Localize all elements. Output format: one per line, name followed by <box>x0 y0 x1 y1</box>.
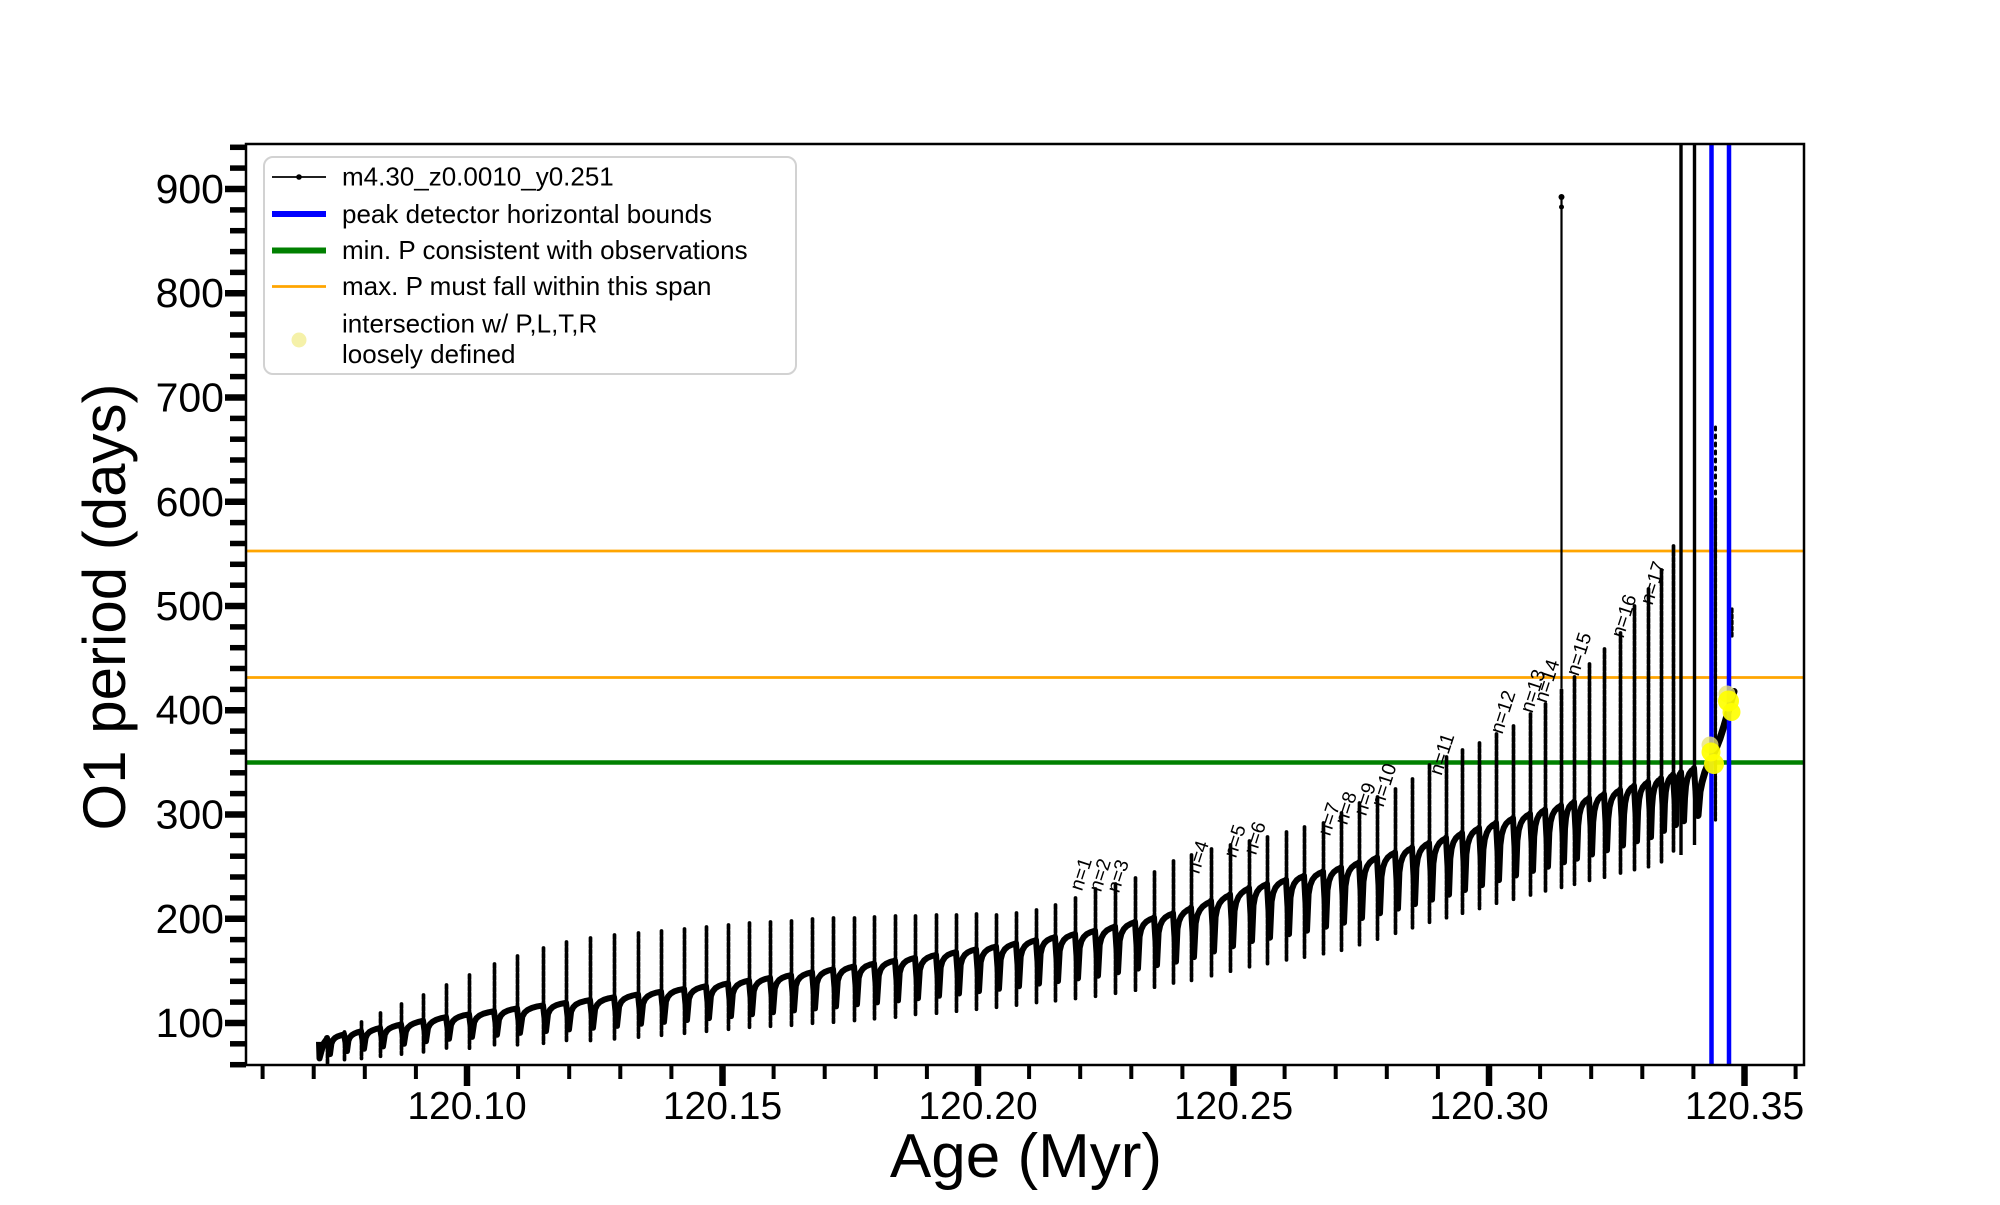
svg-text:120.20: 120.20 <box>918 1085 1037 1128</box>
svg-text:loosely defined: loosely defined <box>342 339 515 369</box>
svg-text:Age (Myr): Age (Myr) <box>890 1122 1162 1191</box>
svg-text:intersection w/ P,L,T,R: intersection w/ P,L,T,R <box>342 309 597 339</box>
svg-text:900: 900 <box>156 166 224 212</box>
svg-text:max. P must fall within this s: max. P must fall within this span <box>342 271 711 301</box>
svg-text:500: 500 <box>156 583 224 629</box>
svg-text:m4.30_z0.0010_y0.251: m4.30_z0.0010_y0.251 <box>342 162 614 192</box>
svg-text:200: 200 <box>156 896 224 942</box>
svg-text:120.30: 120.30 <box>1429 1085 1548 1128</box>
svg-text:600: 600 <box>156 479 224 525</box>
svg-text:120.35: 120.35 <box>1685 1085 1804 1128</box>
svg-text:120.10: 120.10 <box>407 1085 526 1128</box>
svg-text:peak detector horizontal bound: peak detector horizontal bounds <box>342 199 712 229</box>
svg-text:700: 700 <box>156 375 224 421</box>
svg-text:800: 800 <box>156 270 224 316</box>
svg-text:min. P consistent with observa: min. P consistent with observations <box>342 235 748 265</box>
svg-text:120.15: 120.15 <box>663 1085 782 1128</box>
svg-text:300: 300 <box>156 792 224 838</box>
svg-text:120.25: 120.25 <box>1174 1085 1293 1128</box>
svg-text:100: 100 <box>156 1000 224 1046</box>
svg-text:O1 period (days): O1 period (days) <box>71 384 138 831</box>
svg-text:400: 400 <box>156 687 224 733</box>
